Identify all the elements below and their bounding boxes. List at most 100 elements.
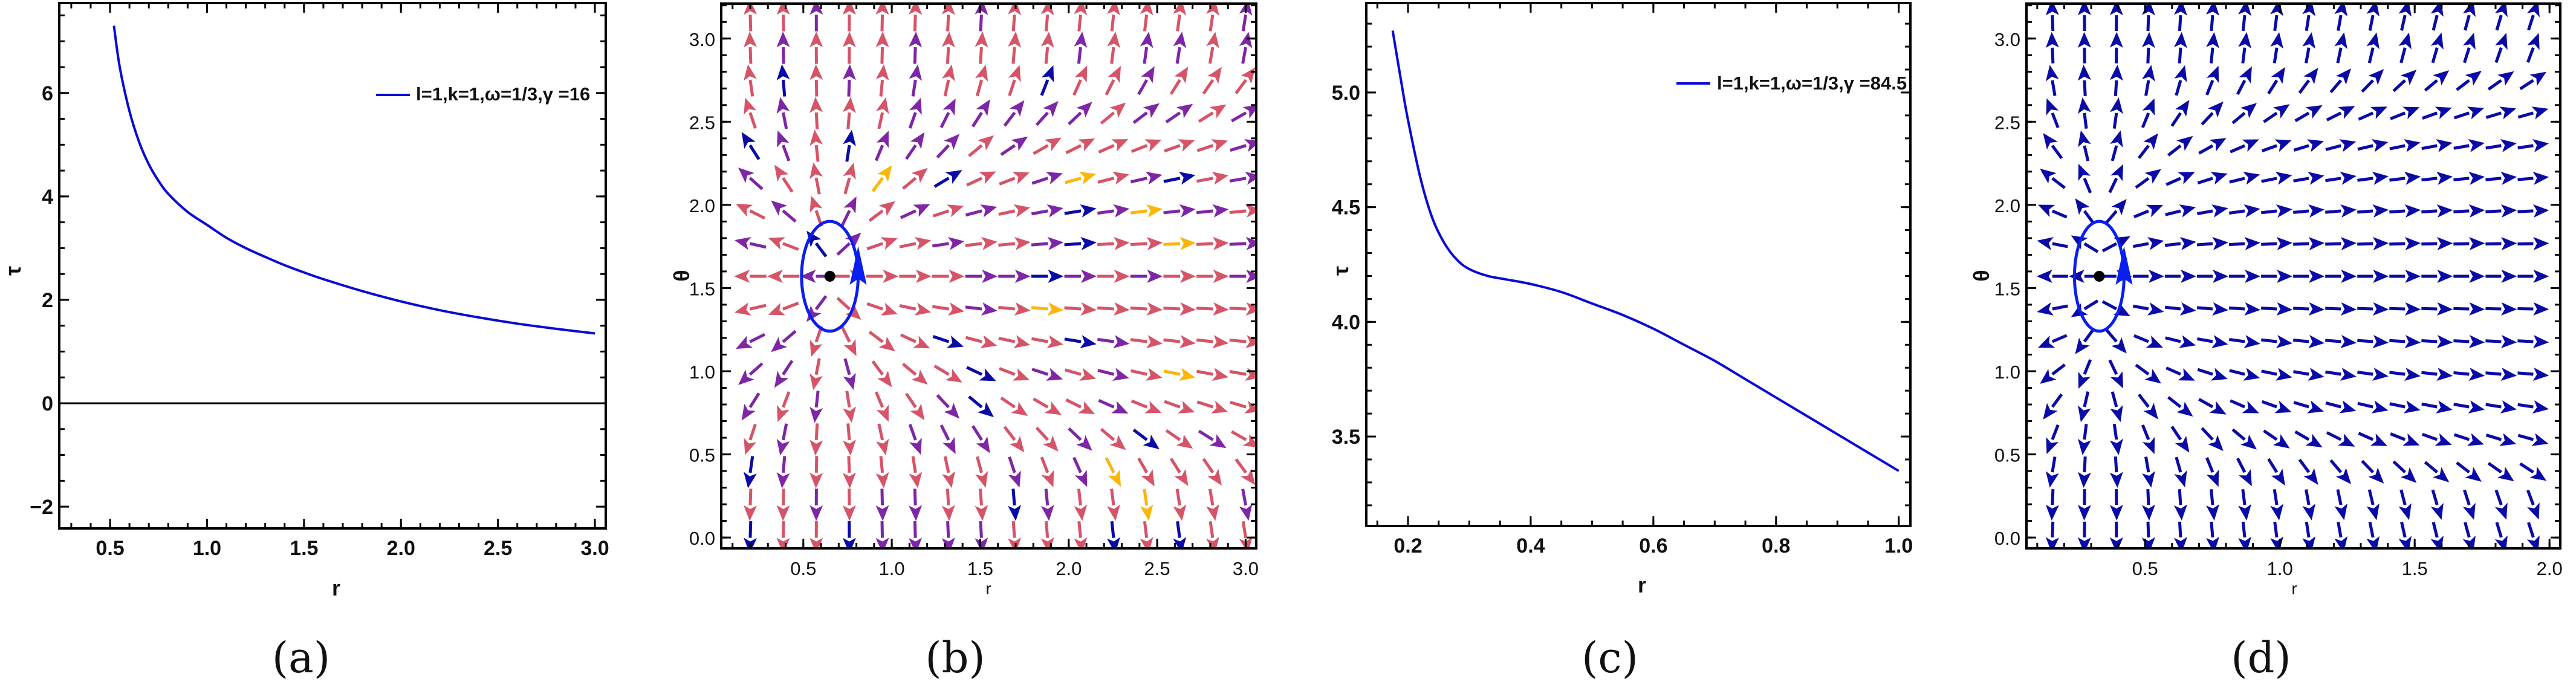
arrow-head bbox=[2037, 204, 2055, 218]
arrow-head bbox=[1242, 433, 1256, 447]
vector-arrow bbox=[965, 236, 998, 250]
vector-arrow bbox=[2198, 138, 2227, 155]
vector-arrow bbox=[2293, 236, 2325, 250]
arrow-shaft bbox=[2329, 79, 2343, 94]
vector-arrow bbox=[1137, 66, 1155, 96]
arrow-shaft bbox=[2367, 489, 2375, 505]
vector-arrow bbox=[1234, 458, 1256, 485]
x-tick-label: 1.0 bbox=[193, 537, 221, 560]
arrow-shaft bbox=[1064, 368, 1082, 376]
arrow-head bbox=[1080, 335, 1097, 348]
x-tick-label: 1.0 bbox=[2267, 558, 2293, 579]
vector-arrow bbox=[1239, 31, 1253, 64]
vector-arrow bbox=[1130, 236, 1163, 250]
arrow-shaft bbox=[814, 242, 828, 258]
arrow-head bbox=[843, 406, 856, 423]
vector-arrow bbox=[2485, 139, 2517, 152]
vector-arrow bbox=[999, 367, 1030, 381]
arrow-shaft bbox=[2325, 370, 2341, 376]
arrow-shaft bbox=[1077, 15, 1082, 31]
arrow-head bbox=[2273, 104, 2290, 118]
vector-arrow bbox=[1031, 269, 1064, 283]
vector-arrow bbox=[1033, 137, 1062, 155]
arrow-head bbox=[776, 4, 790, 15]
vector-arrow bbox=[2173, 489, 2187, 521]
arrow-shaft bbox=[1105, 457, 1115, 473]
arrow-head bbox=[975, 470, 988, 488]
vector-arrow bbox=[2238, 4, 2251, 31]
vector-arrow bbox=[2392, 460, 2417, 483]
vector-arrow bbox=[2398, 4, 2412, 31]
arrow-head bbox=[1043, 101, 1059, 117]
arrow-head bbox=[1107, 4, 1120, 16]
arrow-head bbox=[1144, 139, 1162, 152]
vector-arrow bbox=[1173, 4, 1187, 31]
arrow-shaft bbox=[2241, 15, 2247, 31]
vector-arrow bbox=[2267, 458, 2285, 486]
arrow-shaft bbox=[2141, 424, 2150, 440]
vector-arrow bbox=[965, 204, 998, 218]
vector-arrow bbox=[871, 165, 892, 192]
arrow-head bbox=[2238, 4, 2251, 16]
vector-arrow bbox=[836, 232, 861, 256]
vector-arrow bbox=[2267, 67, 2285, 95]
arrow-head bbox=[1211, 139, 1228, 152]
vector-arrow bbox=[900, 204, 930, 219]
vector-arrow bbox=[2390, 106, 2420, 120]
arrow-shaft bbox=[2228, 306, 2245, 311]
arrow-head bbox=[883, 269, 899, 283]
vector-arrow bbox=[2196, 236, 2228, 250]
arrow-shaft bbox=[1164, 400, 1181, 409]
y-tick-label: 3.0 bbox=[689, 29, 715, 50]
vector-arrow bbox=[2197, 368, 2228, 381]
arrow-shaft bbox=[1077, 521, 1082, 538]
arrow-shaft bbox=[1097, 209, 1115, 215]
arrow-head bbox=[1143, 434, 1160, 450]
arrow-head bbox=[2462, 4, 2476, 18]
arrow-head bbox=[1011, 401, 1028, 417]
arrow-shaft bbox=[932, 335, 950, 343]
arrow-shaft bbox=[2487, 79, 2502, 91]
y-tick-label: 2.0 bbox=[689, 195, 715, 216]
arrow-head bbox=[845, 232, 861, 248]
vector-arrow bbox=[1130, 172, 1163, 185]
arrow-shaft bbox=[1196, 144, 1214, 152]
vector-arrow bbox=[2421, 236, 2453, 250]
vector-arrow bbox=[1202, 458, 1222, 486]
vector-arrow bbox=[2205, 65, 2219, 96]
arrow-head bbox=[2206, 469, 2219, 487]
vector-arrow bbox=[741, 132, 761, 160]
arrow-head bbox=[2404, 302, 2421, 316]
vector-arrow bbox=[2302, 521, 2315, 548]
arrow-shaft bbox=[782, 456, 787, 473]
arrow-head bbox=[842, 4, 856, 15]
arrow-head bbox=[2532, 171, 2549, 185]
arrow-head bbox=[2075, 198, 2090, 215]
arrow-head bbox=[2436, 400, 2453, 414]
y-tick-label: 1.0 bbox=[1994, 362, 2020, 383]
vector-arrow bbox=[768, 237, 799, 251]
arrow-head bbox=[1109, 102, 1126, 118]
arrow-shaft bbox=[2260, 209, 2277, 215]
vector-arrow bbox=[2228, 302, 2260, 316]
vector-arrow bbox=[2230, 399, 2259, 414]
vector-arrow bbox=[2108, 164, 2124, 193]
y-tick-label: 2.0 bbox=[1994, 195, 2020, 216]
arrow-shaft bbox=[2526, 47, 2535, 63]
arrow-shaft bbox=[1008, 456, 1016, 473]
vector-arrow bbox=[1196, 368, 1229, 381]
arrow-shaft bbox=[749, 333, 766, 343]
vector-arrow bbox=[939, 424, 956, 455]
arrow-shaft bbox=[748, 456, 754, 473]
arrow-head bbox=[981, 236, 998, 250]
vector-arrow bbox=[2206, 31, 2219, 63]
arrow-shaft bbox=[2083, 328, 2095, 343]
arrow-shaft bbox=[2052, 304, 2068, 311]
arrow-head bbox=[2462, 535, 2476, 548]
arrow-shaft bbox=[2421, 339, 2438, 343]
vector-arrow bbox=[1031, 172, 1063, 185]
arrow-shaft bbox=[1097, 177, 1115, 184]
arrow-shaft bbox=[1130, 242, 1147, 246]
arrow-head bbox=[1080, 236, 1097, 250]
vector-arrow bbox=[909, 489, 923, 521]
